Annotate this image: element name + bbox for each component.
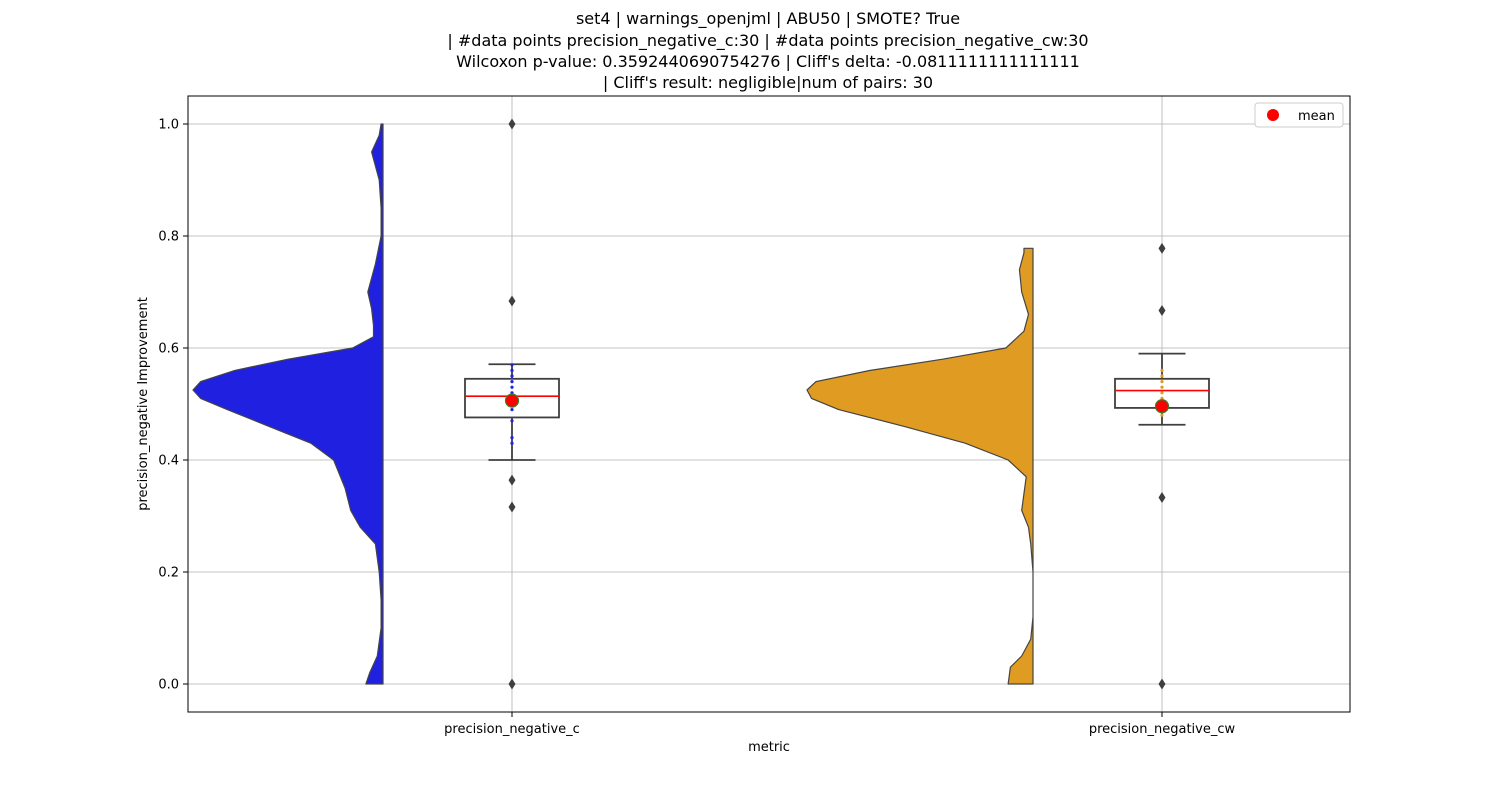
outlier-marker [1158, 304, 1166, 316]
plot-area [192, 118, 1210, 690]
y-tick-label: 1.0 [158, 118, 179, 133]
title-line-4: | Cliff's result: negligible|num of pair… [603, 73, 933, 92]
outlier-marker [1158, 242, 1166, 254]
x-tick-label: precision_negative_c [444, 722, 580, 737]
strip-point [510, 408, 514, 412]
y-axis-ticks: 0.0 0.2 0.4 0.6 0.8 1.0 [158, 118, 188, 693]
outlier-marker [508, 678, 516, 690]
y-axis-label: precision_negative Improvement [136, 297, 151, 511]
outlier-marker [508, 474, 516, 486]
strip-point [510, 436, 514, 440]
strip-point [1160, 391, 1164, 395]
x-axis-label: metric [748, 740, 790, 755]
mean-marker [504, 393, 520, 408]
strip-point [510, 441, 514, 445]
y-tick-label: 0.8 [158, 230, 179, 245]
strip-point [1160, 413, 1164, 417]
strip-point [1160, 385, 1164, 389]
strip-point [510, 374, 514, 378]
violin-half [806, 247, 1034, 685]
strip-point [510, 363, 514, 367]
legend-mean-label: mean [1298, 109, 1335, 124]
legend-mean-marker [1267, 109, 1279, 121]
y-tick-label: 0.6 [158, 342, 179, 357]
outlier-marker [1158, 492, 1166, 504]
legend-box [1254, 102, 1344, 128]
strip-point [1160, 374, 1164, 378]
strip-point [1160, 368, 1164, 372]
y-tick-label: 0.2 [158, 566, 179, 581]
strip-point [1160, 380, 1164, 384]
outlier-marker [508, 118, 516, 130]
title-line-1: set4 | warnings_openjml | ABU50 | SMOTE?… [576, 9, 960, 29]
outlier-marker [1158, 678, 1166, 690]
strip-point [510, 419, 514, 423]
plot-frame [187, 95, 1351, 713]
title-line-2: | #data points precision_negative_c:30 |… [447, 31, 1088, 51]
strip-point [510, 385, 514, 389]
legend: mean [1254, 102, 1344, 128]
y-tick-label: 0.0 [158, 678, 179, 693]
outlier-marker [508, 501, 516, 513]
violin-half [192, 123, 384, 685]
strip-point [510, 380, 514, 384]
y-tick-label: 0.4 [158, 454, 179, 469]
x-axis-ticks: precision_negative_c precision_negative_c… [444, 712, 1236, 737]
chart-title: set4 | warnings_openjml | ABU50 | SMOTE?… [447, 9, 1088, 92]
x-tick-label: precision_negative_cw [1089, 722, 1236, 737]
outlier-marker [508, 295, 516, 307]
strip-point [510, 368, 514, 372]
mean-marker [1154, 399, 1170, 414]
title-line-3: Wilcoxon p-value: 0.3592440690754276 | C… [456, 52, 1080, 71]
